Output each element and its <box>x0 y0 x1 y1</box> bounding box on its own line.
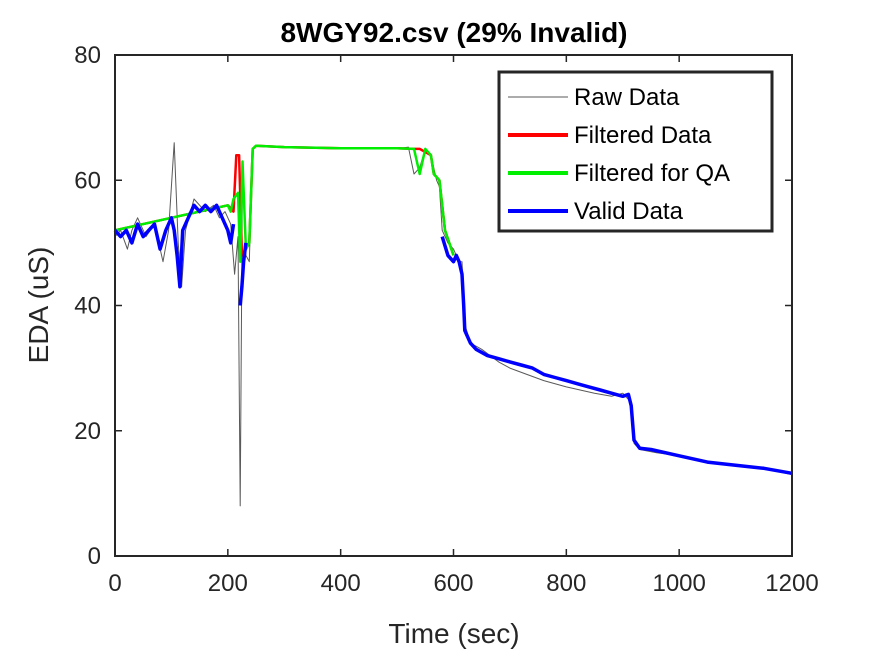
x-tick-label-2: 400 <box>321 570 361 597</box>
legend-items: Raw Data Filtered Data Filtered for QA Vali… <box>508 84 730 225</box>
series-line-3-0 <box>113 203 236 289</box>
series-line-3-2 <box>440 236 793 476</box>
x-tick-label-3: 600 <box>433 570 473 597</box>
legend-label-3: Valid Data <box>574 198 684 225</box>
x-tick-label-0: 0 <box>108 570 121 597</box>
y-tick-label-1: 20 <box>74 418 101 445</box>
legend-box <box>497 70 774 233</box>
y-tick-label-0: 0 <box>88 543 101 570</box>
y-tick-label-3: 60 <box>74 167 101 194</box>
x-axis-label: Time (sec) <box>388 618 519 649</box>
x-tick-label-1: 200 <box>208 570 248 597</box>
y-axis-ticks: 0 20 40 60 80 <box>74 42 792 570</box>
x-axis-ticks: 0 200 400 600 800 1000 1200 <box>108 55 819 597</box>
x-tick-label-5: 1000 <box>652 570 705 597</box>
legend-label-0: Raw Data <box>574 84 680 111</box>
y-tick-label-4: 80 <box>74 42 101 69</box>
series-line-3-1 <box>238 242 248 306</box>
y-tick-label-2: 40 <box>74 293 101 320</box>
chart-title: 8WGY92.csv (29% Invalid) <box>280 17 627 48</box>
series-line-2-0 <box>114 144 455 263</box>
legend-label-1: Filtered Data <box>574 122 712 149</box>
legend: Raw Data Filtered Data Filtered for QA Vali… <box>497 70 774 233</box>
y-axis-label: EDA (uS) <box>23 247 54 364</box>
x-tick-label-6: 1200 <box>765 570 818 597</box>
legend-label-2: Filtered for QA <box>574 160 730 187</box>
series-layer <box>113 142 793 507</box>
x-tick-label-4: 800 <box>546 570 586 597</box>
